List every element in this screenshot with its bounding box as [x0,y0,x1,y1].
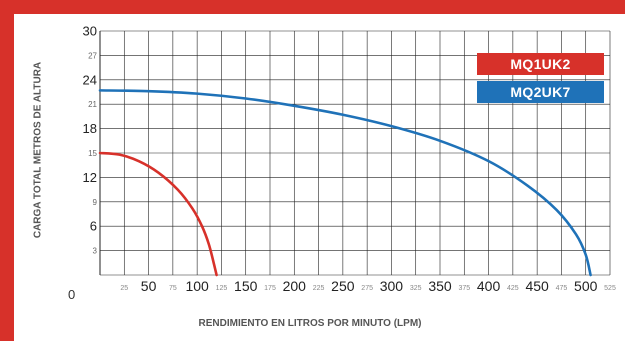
y-tick-label: 18 [83,121,97,136]
y-tick-label: 30 [83,24,97,39]
x-tick-label: 350 [428,278,452,294]
y-tick-label-minor: 27 [88,51,97,60]
x-axis-label: RENDIMIENTO EN LITROS POR MINUTO (LPM) [198,318,422,329]
y-tick-label: 6 [90,219,97,234]
x-tick-label-minor: 325 [410,285,422,292]
y-tick-label: 12 [83,170,97,185]
x-tick-label: 300 [380,278,404,294]
x-tick-label-minor: 525 [604,285,616,292]
x-tick-label: 400 [477,278,501,294]
y-tick-label-minor: 3 [93,247,98,256]
y-tick-label-minor: 15 [88,149,97,158]
x-tick-label: 150 [234,278,258,294]
x-tick-label: 450 [525,278,549,294]
legend-mq2uk7: MQ2UK7 [477,81,604,103]
y-tick-label: 24 [83,72,97,87]
x-tick-label-minor: 375 [458,285,470,292]
x-tick-label: 250 [331,278,355,294]
x-tick-label-minor: 175 [264,285,276,292]
x-tick-label-minor: 475 [556,285,568,292]
x-tick-label: 50 [141,278,157,294]
y-tick-label-minor: 9 [93,198,98,207]
series-line-mq2uk7 [98,89,592,277]
x-tick-label: 500 [574,278,598,294]
origin-label: 0 [68,287,76,302]
series-line-mq1uk2 [98,151,218,277]
x-tick-label-minor: 275 [361,285,373,292]
legend-mq1uk2: MQ1UK2 [477,53,604,75]
x-tick-label: 200 [283,278,307,294]
x-tick-label-minor: 75 [169,285,177,292]
x-tick-label-minor: 125 [216,285,228,292]
top-red-border [0,0,625,14]
y-axis-label: CARGA TOTAL METROS DE ALTURA [32,61,44,239]
x-tick-label: 100 [185,278,209,294]
y-tick-label-minor: 21 [88,100,97,109]
x-tick-label-minor: 425 [507,285,519,292]
x-tick-label-minor: 25 [120,285,128,292]
x-tick-label-minor: 225 [313,285,325,292]
left-red-border [0,0,14,341]
